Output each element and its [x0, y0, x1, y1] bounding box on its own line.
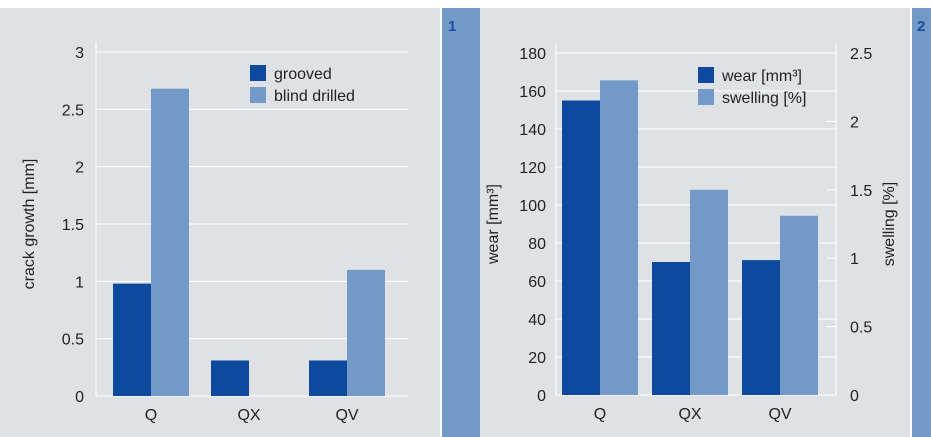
bar-qv-series1 — [742, 260, 780, 395]
legend-label: blind drilled — [274, 88, 355, 105]
y-axis-label: wear [mm³] — [485, 184, 502, 265]
bar-qv-series1 — [309, 360, 347, 396]
bar-q-series1 — [562, 100, 600, 395]
y-tick-label: 180 — [519, 46, 546, 63]
y-tick-label: 3 — [75, 45, 84, 62]
y-tick-label: 60 — [528, 274, 546, 291]
y2-tick-label: 1 — [850, 251, 859, 268]
bar-q-series2 — [151, 88, 189, 397]
bar-qv-series2 — [347, 269, 385, 396]
y2-tick-label: 1.5 — [850, 183, 872, 200]
legend-swatch — [698, 67, 714, 83]
y-tick-label: 1.5 — [62, 217, 84, 234]
y-tick-label: 20 — [528, 350, 546, 367]
y-tick-label: 1 — [75, 274, 84, 291]
y2-axis-label: swelling [%] — [881, 182, 898, 266]
y2-tick-label: 0.5 — [850, 320, 872, 337]
y-tick-label: 40 — [528, 312, 546, 329]
bar-q-series2 — [600, 80, 638, 396]
bar-q-series1 — [113, 283, 151, 396]
x-tick-label: Q — [594, 406, 606, 423]
y2-tick-label: 2.5 — [850, 46, 872, 63]
figure-strip-1: 1 — [442, 8, 480, 437]
y2-tick-label: 0 — [850, 388, 859, 405]
bar-qv-series2 — [780, 215, 818, 395]
x-tick-label: QX — [237, 407, 260, 424]
x-tick-label: QX — [678, 406, 701, 423]
y-tick-label: 0.5 — [62, 332, 84, 349]
y-tick-label: 2.5 — [62, 102, 84, 119]
y-tick-label: 2 — [75, 160, 84, 177]
x-tick-label: QV — [768, 406, 791, 423]
y-axis-label: crack growth [mm] — [21, 159, 38, 290]
y-tick-label: 140 — [519, 122, 546, 139]
bar-qx-series1 — [652, 262, 690, 395]
legend-label: wear [mm³] — [721, 68, 802, 85]
legend-swatch — [250, 65, 266, 81]
y-tick-label: 0 — [75, 389, 84, 406]
y-tick-label: 80 — [528, 236, 546, 253]
figure-number-2: 2 — [917, 18, 926, 35]
figure-strip-2: 2 — [912, 8, 931, 437]
y2-tick-label: 2 — [850, 114, 859, 131]
y-tick-label: 100 — [519, 198, 546, 215]
legend-swatch — [698, 89, 714, 105]
legend-label: swelling [%] — [722, 90, 806, 107]
bar-qx-series2 — [690, 189, 728, 395]
bar-qx-series1 — [211, 360, 249, 396]
figure-number-1: 1 — [448, 18, 457, 35]
y-tick-label: 160 — [519, 84, 546, 101]
x-tick-label: Q — [145, 407, 157, 424]
legend-swatch — [250, 87, 266, 103]
y-tick-label: 0 — [537, 388, 546, 405]
legend-label: grooved — [274, 66, 332, 83]
y-tick-label: 120 — [519, 160, 546, 177]
x-tick-label: QV — [335, 407, 358, 424]
